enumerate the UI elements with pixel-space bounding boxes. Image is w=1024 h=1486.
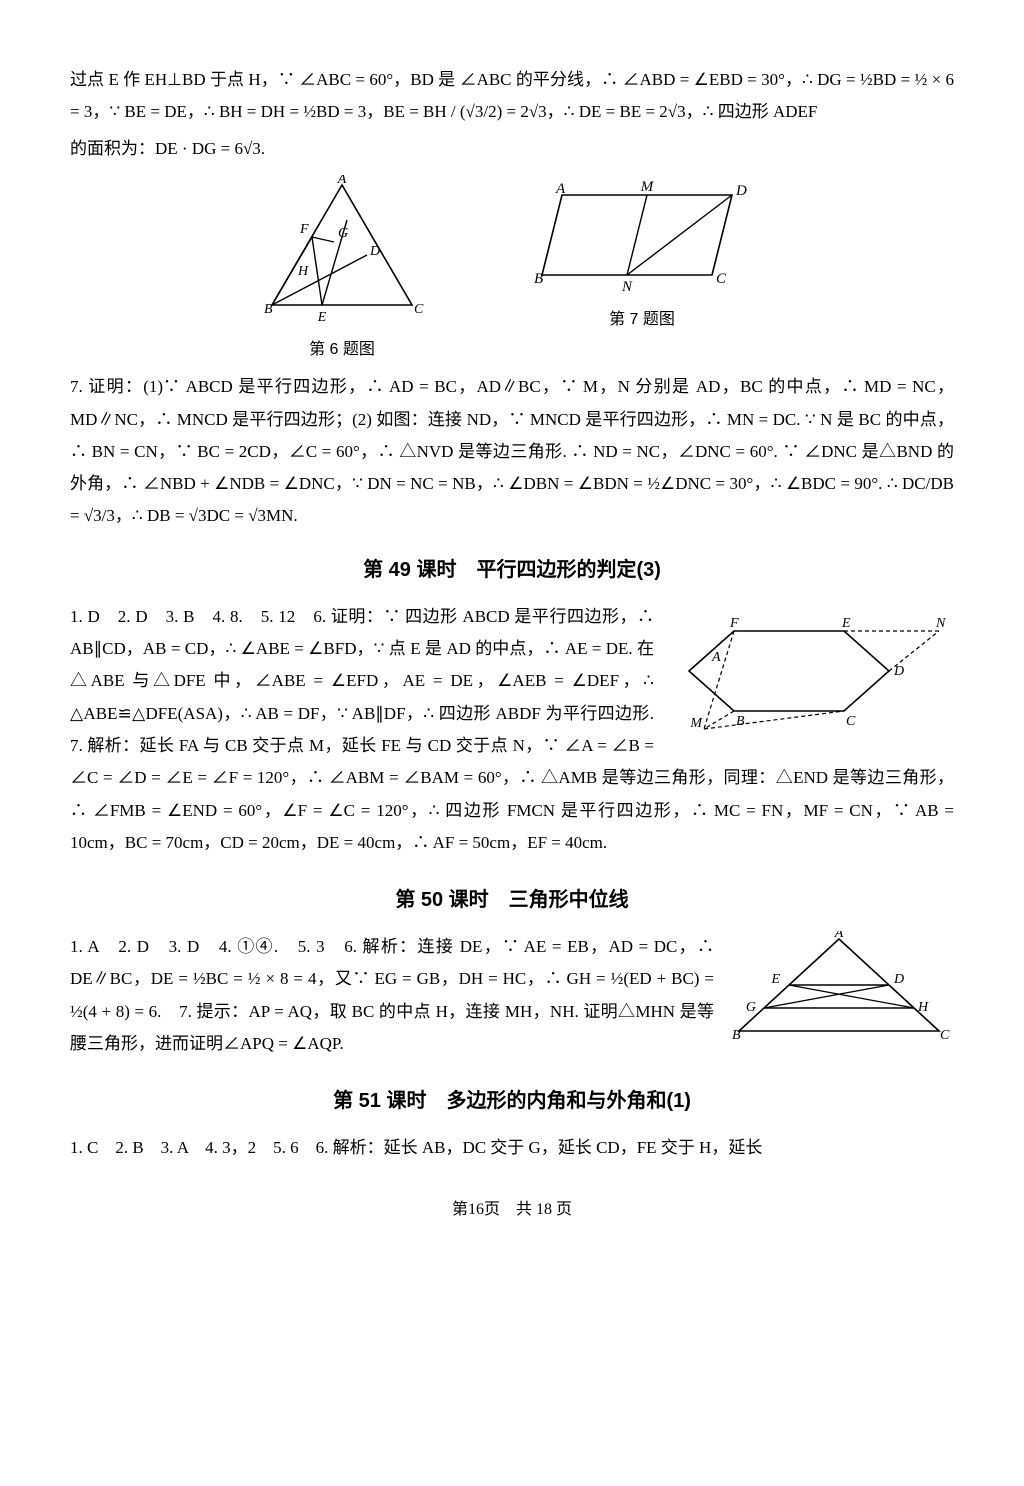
top-para-1: 过点 E 作 EH⊥BD 于点 H，∵ ∠ABC = 60°，BD 是 ∠ABC… [70,64,954,129]
svg-text:A: A [555,181,566,197]
sec49-title: 第 49 课时 平行四边形的判定(3) [70,551,954,589]
svg-text:D: D [369,244,380,259]
svg-text:B: B [736,714,745,729]
svg-text:M: M [640,179,655,195]
svg-text:B: B [732,1028,741,1041]
svg-text:C: C [846,714,856,729]
svg-text:D: D [893,664,904,679]
svg-text:E: E [317,310,327,325]
svg-text:B: B [264,302,273,317]
sec49-wrap: F E N D C B M A 1. D 2. D 3. B 4. 8. 5. … [70,601,954,863]
svg-text:D: D [893,972,904,987]
sec51-body: 1. C 2. B 3. A 4. 3，2 5. 6 6. 解析：延长 AB，D… [70,1132,954,1164]
svg-text:N: N [621,279,633,295]
svg-text:G: G [338,226,348,241]
sec50-wrap: A E D G H B C 1. A 2. D 3. D 4. ①④. 5. 3… [70,931,954,1064]
figure-row: A B C D E F G H 第 6 题图 A M D B N C 第 7 题… [70,175,954,365]
svg-text:A: A [711,650,721,665]
svg-text:A: A [337,175,347,187]
svg-text:C: C [716,271,727,287]
figure-6-caption: 第 6 题图 [252,335,432,365]
svg-text:B: B [534,271,543,287]
sec49-figure: F E N D C B M A [664,601,954,731]
svg-text:H: H [917,1000,929,1015]
q7-body: 7. 证明：(1)∵ ABCD 是平行四边形，∴ AD = BC，AD∥BC，∵… [70,371,954,532]
svg-text:H: H [297,264,309,279]
figure-7: A M D B N C 第 7 题图 [512,175,772,365]
svg-text:N: N [935,616,946,631]
svg-text:D: D [735,183,747,199]
figure-7-caption: 第 7 题图 [512,305,772,335]
sec51-title: 第 51 课时 多边形的内角和与外角和(1) [70,1082,954,1120]
page-footer: 第16页 共 18 页 [70,1195,954,1225]
top-para-2: 的面积为：DE · DG = 6√3. [70,133,954,165]
svg-text:C: C [414,302,424,317]
svg-text:C: C [940,1028,950,1041]
figure-6: A B C D E F G H 第 6 题图 [252,175,432,365]
svg-text:G: G [746,1000,756,1015]
svg-text:F: F [299,222,309,237]
svg-text:M: M [689,716,703,731]
svg-text:F: F [729,616,739,631]
svg-text:E: E [770,972,780,987]
svg-text:A: A [834,931,844,941]
svg-text:E: E [841,616,851,631]
sec50-title: 第 50 课时 三角形中位线 [70,881,954,919]
sec50-figure: A E D G H B C [724,931,954,1041]
